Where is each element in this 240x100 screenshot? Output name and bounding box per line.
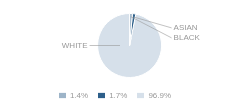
svg-text:BLACK: BLACK [174,33,201,42]
svg-text:ASIAN: ASIAN [174,23,198,32]
html-text:1.7%: 1.7% [109,91,128,100]
html-text:96.9%: 96.9% [148,91,172,100]
html-text:1.4%: 1.4% [69,91,89,100]
svg-text:WHITE: WHITE [62,41,88,50]
